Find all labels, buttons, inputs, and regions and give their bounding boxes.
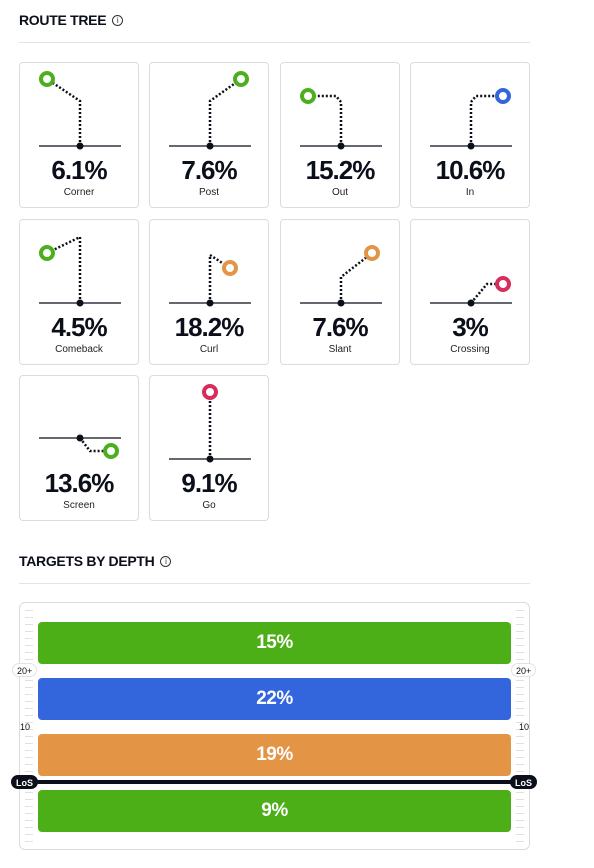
route-card-comeback: 4.5% Comeback [19, 219, 139, 365]
targets-by-depth-divider [19, 583, 530, 584]
route-name: Slant [328, 344, 352, 355]
route-name: In [465, 187, 475, 198]
out-route-icon [300, 88, 382, 150]
route-pct: 7.6% [181, 155, 237, 185]
route-card-post: 7.6% Post [149, 62, 269, 208]
route-name: Corner [63, 187, 95, 198]
marker-10-left: 10 [20, 722, 31, 732]
post-route-icon [169, 71, 251, 150]
depth-bar-deep: 15% [38, 622, 511, 664]
targets-by-depth-header: TARGETS BY DEPTH i [19, 553, 530, 569]
yard-ticks-left [25, 610, 33, 846]
depth-bar-behind-los: 9% [38, 790, 511, 832]
route-name: Screen [63, 500, 95, 511]
go-route-icon [169, 384, 251, 463]
route-tree-header: ROUTE TREE i [19, 12, 530, 28]
route-name: Out [331, 187, 349, 198]
curl-route-icon [169, 252, 251, 307]
info-icon[interactable]: i [160, 555, 172, 567]
route-pct: 18.2% [174, 312, 245, 342]
marker-los-right: LoS [510, 775, 537, 789]
marker-los-left: LoS [11, 775, 38, 789]
comeback-route-icon [39, 235, 121, 307]
route-card-curl: 18.2% Curl [149, 219, 269, 365]
route-pct: 10.6% [435, 155, 506, 185]
route-tree-title: ROUTE TREE [19, 12, 107, 28]
route-card-screen: 13.6% Screen [19, 375, 139, 521]
depth-bar-intermediate: 22% [38, 678, 511, 720]
route-name: Go [202, 500, 216, 511]
info-icon[interactable]: i [112, 14, 124, 26]
route-card-go: 9.1% Go [149, 375, 269, 521]
route-name: Post [198, 187, 219, 198]
marker-20-plus-right: 20+ [511, 663, 537, 677]
route-card-slant: 7.6% Slant [280, 219, 400, 365]
line-of-scrimmage [20, 780, 530, 784]
route-card-out: 15.2% Out [280, 62, 400, 208]
route-pct: 6.1% [51, 155, 107, 185]
route-pct: 9.1% [181, 468, 237, 498]
crossing-route-icon [430, 276, 512, 307]
marker-10-right: 10 [519, 722, 530, 732]
route-pct: 3% [452, 312, 489, 342]
route-name: Crossing [450, 344, 490, 355]
in-route-icon [430, 88, 512, 150]
route-card-corner: 6.1% Corner [19, 62, 139, 208]
route-pct: 13.6% [44, 468, 115, 498]
yard-ticks-right [516, 610, 524, 846]
marker-20-plus-left: 20+ [12, 663, 38, 677]
route-card-crossing: 3% Crossing [410, 219, 530, 365]
screen-route-icon [39, 434, 121, 459]
targets-by-depth-title: TARGETS BY DEPTH [19, 553, 155, 569]
route-pct: 15.2% [305, 155, 376, 185]
route-card-in: 10.6% In [410, 62, 530, 208]
slant-route-icon [300, 245, 382, 307]
route-tree-divider [19, 42, 530, 43]
route-name: Comeback [55, 344, 103, 355]
route-pct: 4.5% [51, 312, 107, 342]
corner-route-icon [39, 71, 121, 150]
depth-bar-short: 19% [38, 734, 511, 776]
route-name: Curl [199, 344, 219, 355]
route-pct: 7.6% [312, 312, 368, 342]
